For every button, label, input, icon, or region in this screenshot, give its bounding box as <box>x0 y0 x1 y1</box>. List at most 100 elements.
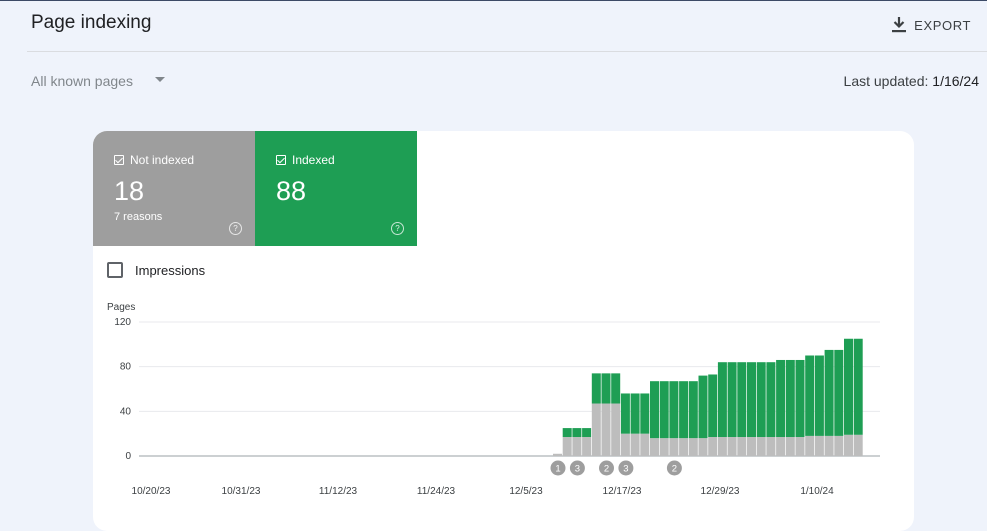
bar-not-indexed <box>601 403 611 456</box>
export-button[interactable]: EXPORT <box>892 13 971 37</box>
x-tick-label: 12/29/23 <box>701 486 740 497</box>
bar-indexed <box>853 338 863 435</box>
bar-indexed <box>630 393 640 434</box>
bar-indexed <box>785 359 795 438</box>
x-tick-label: 10/31/23 <box>222 486 261 497</box>
bar-indexed <box>805 355 815 436</box>
checkbox-checked-icon[interactable] <box>276 155 286 165</box>
y-tick-label: 40 <box>120 406 132 417</box>
bar-not-indexed <box>785 437 795 456</box>
help-icon[interactable]: ? <box>229 222 242 235</box>
bar-indexed <box>727 362 737 438</box>
y-tick-label: 120 <box>114 317 131 328</box>
bar-not-indexed <box>844 434 853 456</box>
bar-not-indexed <box>669 438 679 456</box>
bar-not-indexed <box>747 437 756 456</box>
bar-not-indexed <box>688 438 698 456</box>
not-indexed-header: Not indexed <box>114 153 194 167</box>
not-indexed-reasons: 7 reasons <box>114 211 163 223</box>
impressions-label: Impressions <box>135 262 206 278</box>
not-indexed-label: Not indexed <box>130 153 195 167</box>
bar-indexed <box>776 359 786 438</box>
bar-not-indexed <box>611 403 621 456</box>
bar-not-indexed <box>795 437 805 456</box>
page-filter-value: All known pages <box>31 73 133 89</box>
y-tick-label: 80 <box>120 362 132 373</box>
bar-indexed <box>747 362 756 438</box>
bar-indexed <box>824 349 834 436</box>
annotation-label: 2 <box>604 464 609 475</box>
help-icon[interactable]: ? <box>391 222 404 235</box>
bar-not-indexed <box>630 433 640 456</box>
checkbox-unchecked-icon[interactable] <box>107 262 123 278</box>
bar-not-indexed <box>814 435 824 456</box>
y-tick-label: 0 <box>125 451 131 462</box>
not-indexed-count: 18 <box>114 176 145 206</box>
y-axis-label: Pages <box>107 302 135 313</box>
bar-not-indexed <box>766 437 776 456</box>
page-header: Page indexing EXPORT <box>0 1 987 51</box>
indexing-chart: Pages 0 40 80 120 1 3 2 3 2 10/20/23 10/31/23 11/12/… <box>107 302 880 497</box>
bar-indexed <box>562 428 572 438</box>
x-tick-label: 11/24/23 <box>417 486 456 497</box>
bar-indexed <box>679 381 689 439</box>
bar-not-indexed <box>756 437 766 456</box>
annotation-label: 1 <box>555 464 560 475</box>
annotation-marker <box>550 460 566 476</box>
export-label: EXPORT <box>914 17 971 33</box>
bar-not-indexed <box>572 437 582 456</box>
bar-indexed <box>650 381 659 439</box>
bar-indexed <box>611 373 621 404</box>
indexed-count: 88 <box>276 176 307 206</box>
x-tick-label: 12/17/23 <box>603 486 642 497</box>
bar-not-indexed <box>853 434 863 456</box>
bar-indexed <box>659 381 669 439</box>
last-updated-label: Last updated: <box>843 73 929 89</box>
not-indexed-tile[interactable]: Not indexed 18 7 reasons ? <box>93 131 255 246</box>
annotation-marker <box>618 460 634 476</box>
bar-indexed <box>834 349 844 436</box>
bar-not-indexed <box>640 433 650 456</box>
annotation-marker <box>666 460 682 476</box>
header-divider <box>27 51 987 52</box>
bar-not-indexed <box>553 453 562 456</box>
indexing-card: Not indexed 18 7 reasons ? Indexed 88 ? … <box>93 131 914 531</box>
bar-not-indexed <box>805 435 815 456</box>
bar-not-indexed <box>708 437 718 456</box>
indexed-tile[interactable]: Indexed 88 ? <box>255 131 417 246</box>
bar-indexed <box>688 381 698 439</box>
bar-indexed <box>814 355 824 436</box>
last-updated-value: 1/16/24 <box>932 73 979 89</box>
bar-not-indexed <box>620 433 630 456</box>
bar-not-indexed <box>737 437 747 456</box>
bar-not-indexed <box>776 437 786 456</box>
bar-indexed <box>756 362 766 438</box>
bar-not-indexed <box>582 437 592 456</box>
bar-indexed <box>795 359 805 438</box>
annotation-label: 3 <box>575 464 580 475</box>
last-updated: Last updated: 1/16/24 <box>844 73 979 89</box>
download-icon <box>892 17 907 33</box>
bar-indexed <box>698 375 708 439</box>
x-tick-label: 12/5/23 <box>509 486 543 497</box>
indexed-header: Indexed <box>276 153 335 167</box>
annotation-marker <box>599 460 614 476</box>
bar-indexed <box>601 373 611 404</box>
bar-not-indexed <box>698 438 708 456</box>
bar-not-indexed <box>727 437 737 456</box>
x-tick-label: 10/20/23 <box>132 486 171 497</box>
checkbox-checked-icon[interactable] <box>114 155 124 165</box>
caret-down-icon <box>154 76 165 82</box>
impressions-toggle[interactable]: Impressions <box>107 262 205 278</box>
bar-indexed <box>620 393 630 434</box>
bar-indexed <box>572 428 582 438</box>
bar-indexed <box>844 338 853 435</box>
bar-indexed <box>591 373 601 404</box>
bar-not-indexed <box>659 438 669 456</box>
page-filter-dropdown[interactable]: All known pages <box>31 73 165 89</box>
page-title: Page indexing <box>31 12 152 33</box>
bar-indexed <box>582 428 592 438</box>
annotation-label: 2 <box>672 464 677 475</box>
bar-not-indexed <box>679 438 689 456</box>
bar-not-indexed <box>717 437 727 456</box>
